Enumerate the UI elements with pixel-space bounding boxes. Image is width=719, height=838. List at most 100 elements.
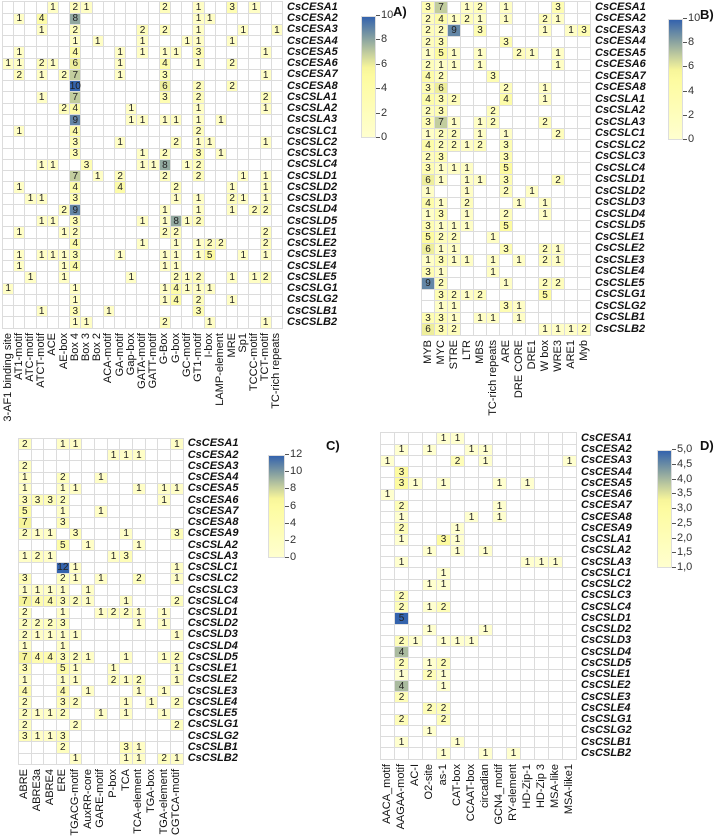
- heatmap-cell: [36, 317, 48, 329]
- heatmap-cell: 2: [435, 129, 448, 141]
- heatmap-cell: [465, 557, 479, 569]
- heatmap-cell: [395, 545, 409, 558]
- heatmap-cell: [126, 2, 138, 14]
- heatmap-cell: [479, 557, 493, 569]
- column-label: TC-rich repeats: [486, 339, 499, 416]
- heatmap-cell: [103, 159, 115, 172]
- heatmap-cell: [148, 2, 160, 14]
- heatmap-cell: [171, 708, 184, 720]
- heatmap-cell: [115, 81, 127, 93]
- heatmap-cell: 1: [158, 652, 172, 664]
- heatmap-cell: 3: [395, 478, 409, 490]
- heatmap-cell: [145, 719, 159, 732]
- heatmap-cell: 1: [409, 636, 423, 648]
- heatmap-cell: 3: [422, 83, 435, 95]
- heatmap-cell: 4: [115, 182, 127, 194]
- heatmap-cell: 1: [423, 624, 437, 636]
- heatmap-cell: 2: [395, 636, 409, 648]
- heatmap-cell: 1: [260, 182, 272, 194]
- heatmap-cell: [271, 317, 283, 329]
- heatmap-cell: [507, 624, 521, 636]
- heatmap-cell: [103, 24, 115, 37]
- heatmap-cell: [565, 36, 578, 49]
- heatmap-cell: [507, 613, 521, 625]
- row-label: CsCSLE4: [187, 695, 238, 708]
- heatmap-cell: 1: [437, 579, 451, 591]
- heatmap-cell: [171, 585, 184, 597]
- heatmap-cell: [507, 737, 521, 749]
- heatmap-cell: [171, 618, 184, 630]
- heatmap-cell: [249, 47, 261, 59]
- heatmap-cell: [493, 737, 507, 749]
- row-label: CsCESA8: [581, 510, 632, 523]
- heatmap-cell: 1: [479, 748, 493, 760]
- heatmap-cell: [507, 680, 521, 693]
- heatmap-cell: [451, 557, 465, 569]
- heatmap-cell: [145, 517, 159, 529]
- heatmap-cell: [103, 58, 115, 70]
- heatmap-cell: [44, 483, 57, 496]
- heatmap-cell: [521, 433, 535, 445]
- heatmap-cell: 1: [31, 708, 45, 720]
- heatmap-cell: [423, 635, 437, 648]
- heatmap-cell: [81, 182, 93, 194]
- heatmap-cell: 10: [69, 80, 82, 93]
- heatmap-cell: [448, 266, 461, 279]
- heatmap-cell: 1: [227, 36, 239, 48]
- heatmap-cell: 1: [120, 753, 134, 765]
- row-label: CsCSLA1: [595, 92, 646, 105]
- heatmap-cell: [215, 13, 227, 25]
- heatmap-cell: [14, 114, 26, 127]
- column-label: W box: [538, 339, 551, 371]
- heatmap-cell: [25, 238, 37, 250]
- heatmap-cell: [95, 686, 108, 698]
- heatmap-cell: 1: [3, 58, 15, 70]
- heatmap-cell: 2: [487, 117, 500, 129]
- heatmap-cell: [215, 36, 227, 48]
- heatmap-cell: 2: [159, 227, 171, 239]
- heatmap-cell: 2: [59, 103, 71, 115]
- heatmap-cell: [44, 607, 57, 619]
- heatmap-cell: [423, 512, 437, 524]
- heatmap-cell: [474, 186, 487, 198]
- heatmap-cell: [552, 220, 565, 233]
- heatmap-cell: [31, 438, 45, 451]
- heatmap-cell: [133, 585, 146, 597]
- heatmap-cell: 2: [159, 317, 171, 329]
- heatmap-cell: 1: [435, 244, 448, 256]
- heatmap-cell: [563, 467, 577, 479]
- heatmap-cell: 3: [435, 152, 448, 164]
- row-label: CsCESA1: [595, 0, 646, 13]
- heatmap-cell: [238, 238, 250, 250]
- heatmap-cell: [148, 81, 160, 93]
- heatmap-cell: [148, 193, 160, 205]
- row-label: CsCSLA2: [287, 102, 338, 115]
- heatmap-cell: [381, 635, 395, 648]
- heatmap-cell: [479, 703, 493, 715]
- heatmap-cell: [578, 71, 591, 83]
- heatmap-cell: [227, 137, 239, 149]
- heatmap-cell: 1: [539, 324, 552, 336]
- heatmap-cell: [563, 613, 577, 625]
- heatmap-cell: [69, 686, 83, 698]
- heatmap-cell: 2: [69, 596, 83, 608]
- heatmap-cell: [563, 545, 577, 558]
- heatmap-cell: [451, 568, 465, 580]
- heatmap-cell: [238, 159, 250, 172]
- heatmap-cell: 1: [115, 58, 127, 70]
- heatmap-cell: [381, 444, 395, 456]
- heatmap-cell: 3: [70, 306, 82, 318]
- row-label: CsCSLD4: [581, 645, 632, 658]
- heatmap-cell: [526, 324, 539, 336]
- heatmap-cell: 1: [448, 117, 461, 129]
- row-label: CsCSLG1: [187, 718, 239, 731]
- heatmap-cell: [145, 573, 159, 585]
- heatmap-cell: [563, 725, 577, 738]
- column-label: MRE: [225, 332, 238, 358]
- heatmap-cell: [171, 731, 184, 743]
- heatmap-cell: 1: [182, 272, 194, 284]
- heatmap-cell: [565, 128, 578, 141]
- heatmap-cell: [115, 24, 127, 37]
- heatmap-cell: [423, 523, 437, 535]
- heatmap-cell: [465, 523, 479, 535]
